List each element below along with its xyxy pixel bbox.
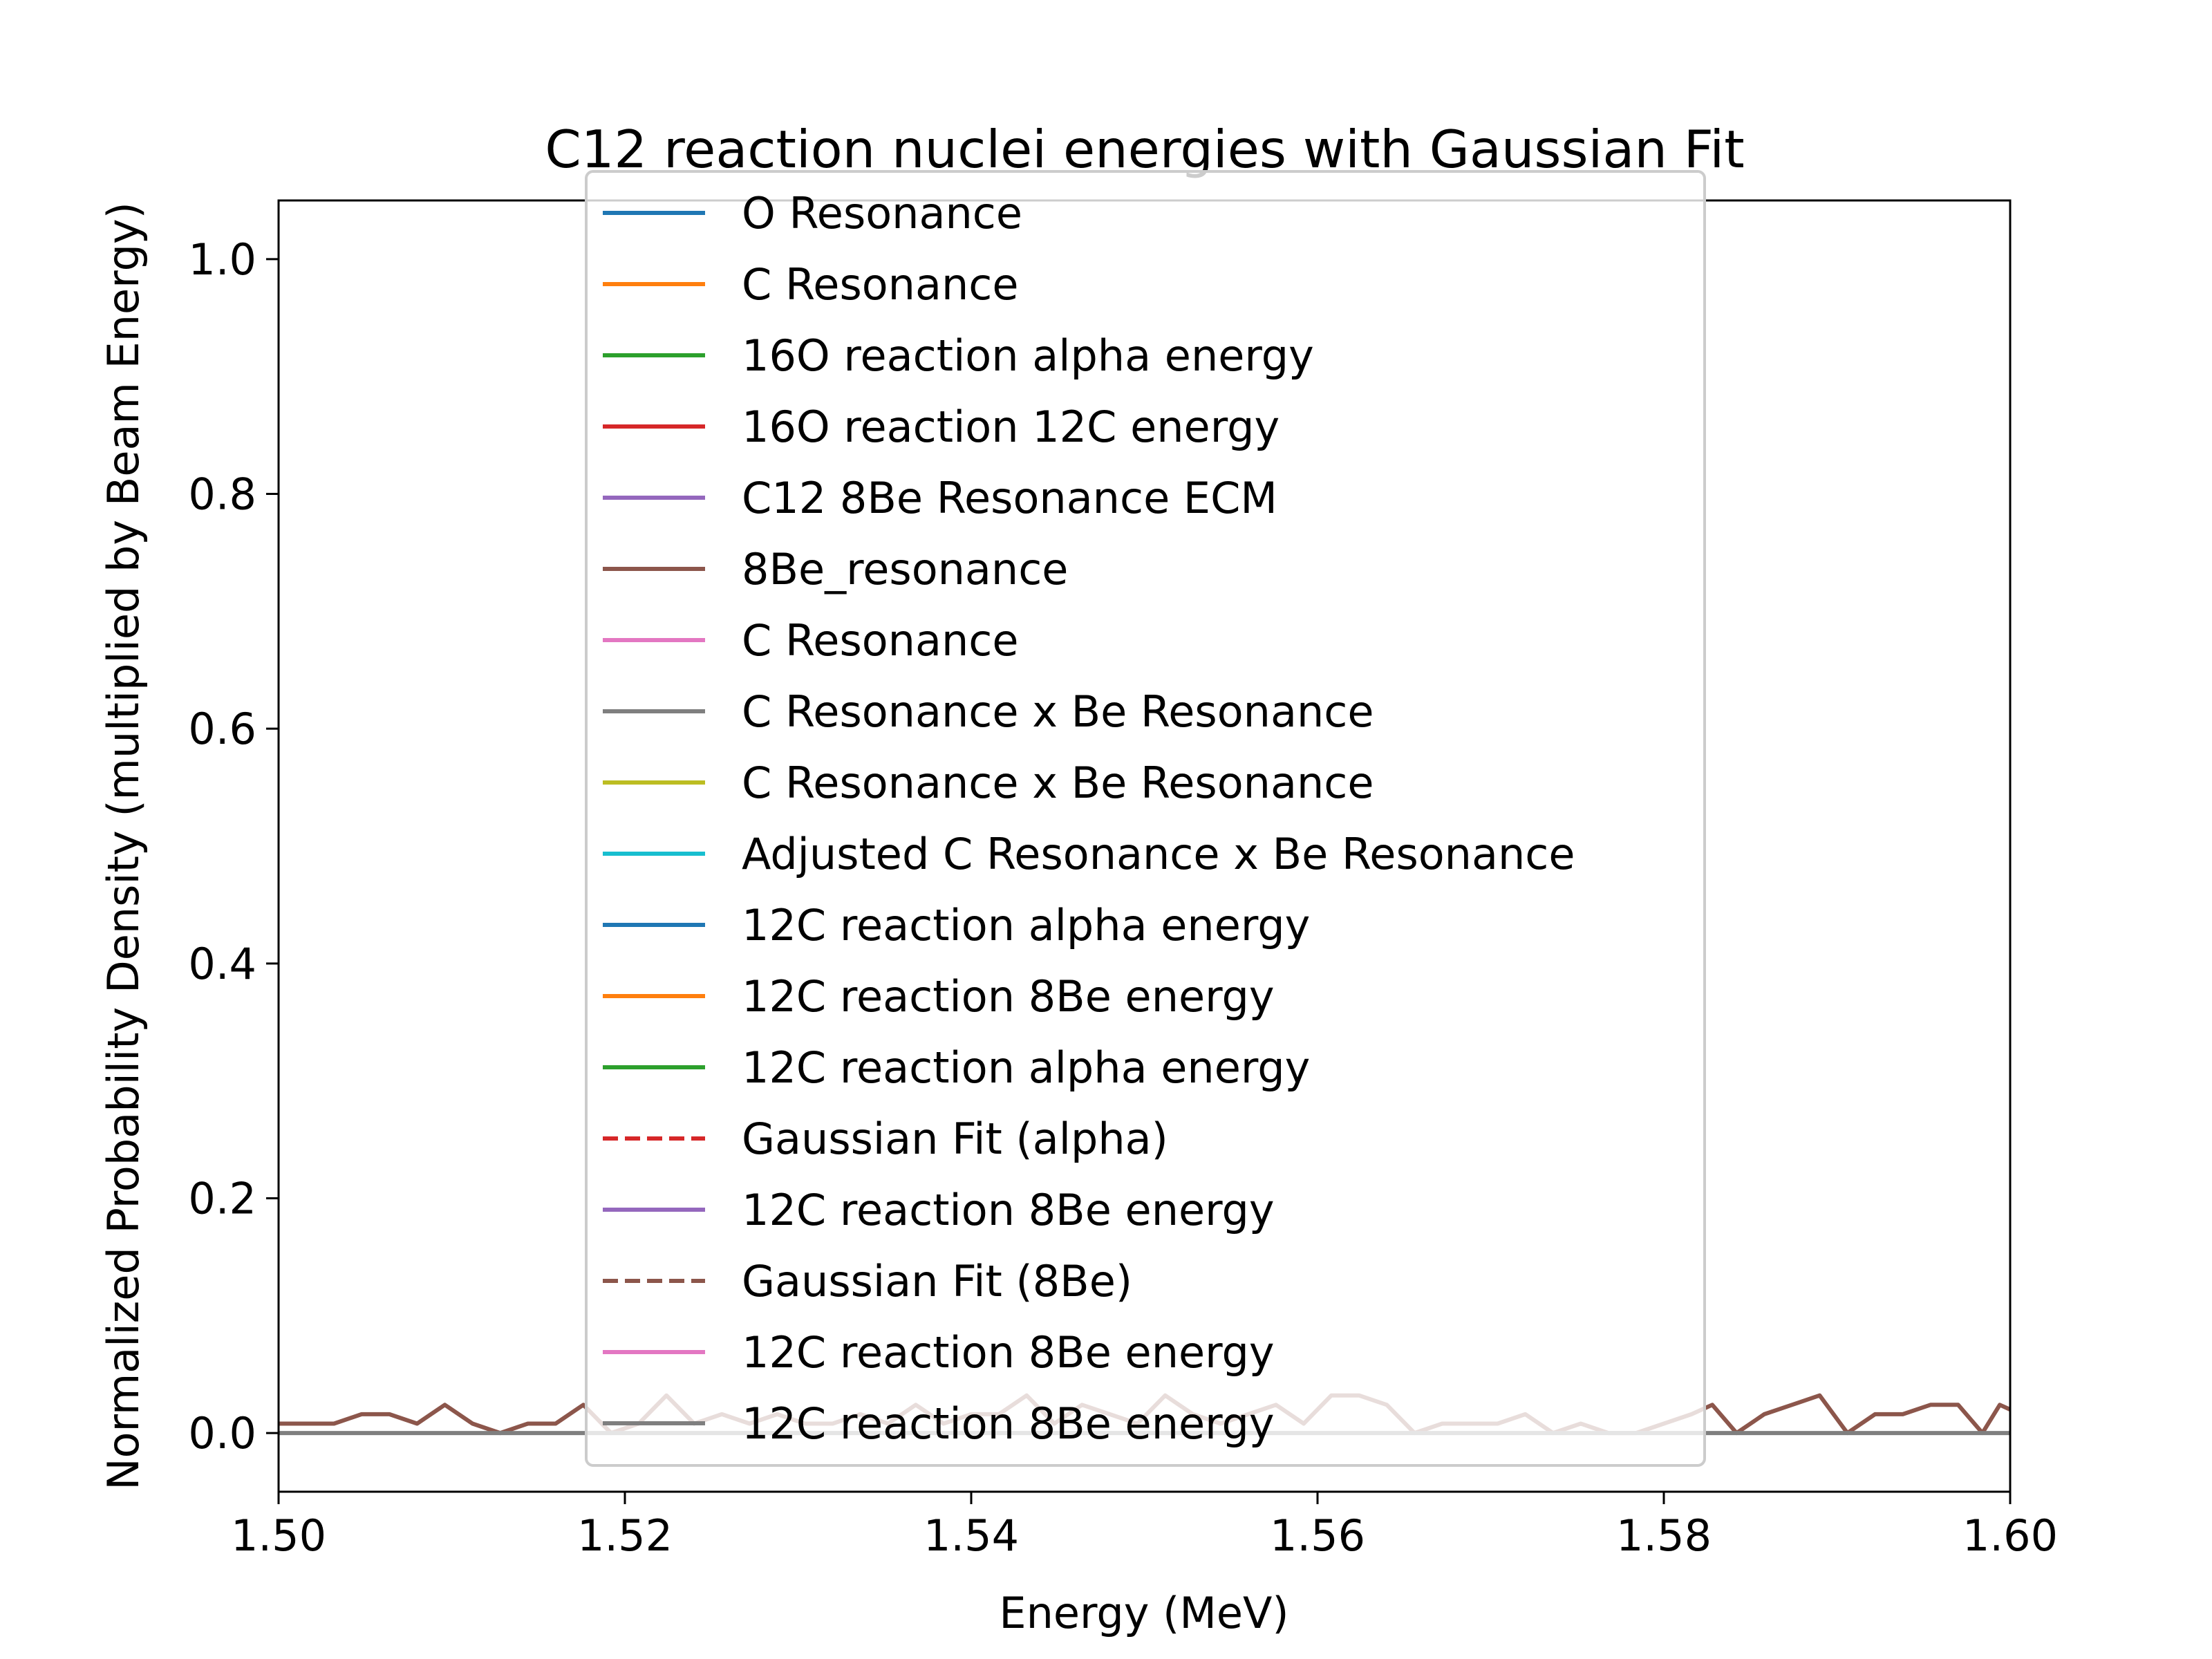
legend-entries: O Resonance C Resonance 16O reaction alpha… — [603, 188, 1575, 1449]
x-tick-label: 1.54 — [924, 1510, 1019, 1561]
legend-label: C Resonance — [742, 259, 1019, 310]
legend-label: C Resonance x Be Resonance — [742, 758, 1374, 808]
legend-label: C Resonance x Be Resonance — [742, 686, 1374, 737]
y-tick-label: 1.0 — [188, 234, 256, 285]
legend-box — [585, 170, 1706, 1467]
x-tick-label: 1.50 — [231, 1510, 326, 1561]
legend-label: 16O reaction 12C energy — [742, 402, 1280, 452]
y-tick-label: 0.4 — [188, 939, 256, 989]
legend-label: 8Be_resonance — [742, 544, 1068, 594]
y-axis-label: Normalized Probability Density (multipli… — [98, 202, 149, 1490]
x-tick-label: 1.58 — [1616, 1510, 1712, 1561]
y-tick-label: 0.8 — [188, 469, 256, 520]
legend-label: 12C reaction alpha energy — [742, 1042, 1310, 1093]
x-axis-label: Energy (MeV) — [999, 1588, 1288, 1638]
x-tick-label: 1.56 — [1270, 1510, 1365, 1561]
legend-label: Adjusted C Resonance x Be Resonance — [742, 829, 1575, 879]
legend-label: Gaussian Fit (8Be) — [742, 1256, 1132, 1306]
x-axis-ticks: 1.50 1.52 1.54 1.56 1.58 1.60 — [231, 1492, 2058, 1561]
y-axis-ticks: 0.0 0.2 0.4 0.6 0.8 1.0 — [188, 234, 279, 1459]
legend-label: 16O reaction alpha energy — [742, 330, 1314, 381]
legend: O Resonance C Resonance 16O reaction alpha… — [585, 170, 1706, 1467]
y-tick-label: 0.6 — [188, 704, 256, 754]
legend-label: 12C reaction 8Be energy — [742, 1185, 1275, 1235]
legend-label: O Resonance — [742, 188, 1022, 238]
x-tick-label: 1.60 — [1962, 1510, 2058, 1561]
y-tick-label: 0.0 — [188, 1408, 256, 1459]
legend-label: 12C reaction 8Be energy — [742, 1327, 1275, 1378]
legend-label: 12C reaction alpha energy — [742, 900, 1310, 950]
legend-label: 12C reaction 8Be energy — [742, 971, 1275, 1022]
legend-label: Gaussian Fit (alpha) — [742, 1114, 1168, 1164]
legend-label: C Resonance — [742, 615, 1019, 666]
x-tick-label: 1.52 — [577, 1510, 673, 1561]
legend-label: C12 8Be Resonance ECM — [742, 473, 1277, 523]
chart-title: C12 reaction nuclei energies with Gaussi… — [545, 119, 1744, 180]
y-tick-label: 0.2 — [188, 1173, 256, 1224]
legend-label: 12C reaction 8Be energy — [742, 1398, 1275, 1449]
